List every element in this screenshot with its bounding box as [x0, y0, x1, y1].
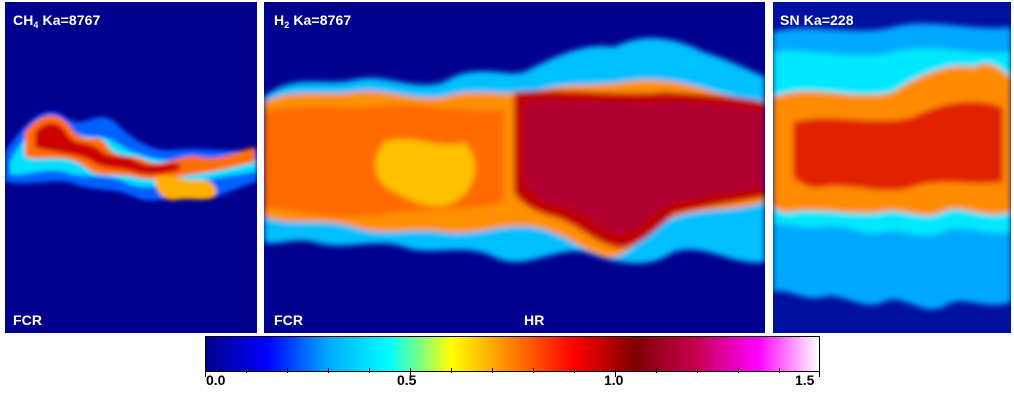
colorbar-tick	[410, 368, 411, 377]
colorbar-tick	[287, 368, 288, 373]
ch4-field-image	[5, 2, 257, 333]
panel-ch4: CH4 Ka=8767 FCR	[5, 2, 257, 333]
colorbar-tick-label-0: 0.0	[206, 372, 226, 388]
colorbar-tick	[779, 368, 780, 373]
colorbar-tick	[328, 368, 329, 373]
colorbar	[205, 336, 820, 372]
colorbar-tick-label-1: 0.5	[397, 372, 417, 388]
h2-field-image	[264, 2, 765, 333]
colorbar-tick	[819, 368, 820, 377]
colorbar-tick	[697, 368, 698, 373]
colorbar-tick	[205, 368, 206, 377]
colorbar-tick	[656, 368, 657, 373]
colorbar-tick	[738, 368, 739, 373]
panel-sn: SN Ka=228	[773, 2, 1011, 333]
colorbar-tick-label-3: 1.5	[795, 372, 815, 388]
ch4-title: CH4 Ka=8767	[13, 12, 101, 30]
h2-corner-label-right: HR	[524, 312, 545, 328]
sn-field-image	[773, 2, 1011, 333]
sn-title: SN Ka=228	[780, 12, 854, 28]
colorbar-tick	[369, 368, 370, 373]
colorbar-tick	[533, 368, 534, 373]
colorbar-ticks	[205, 368, 820, 378]
colorbar-tick-label-2: 1.0	[604, 372, 624, 388]
h2-corner-label-left: FCR	[274, 312, 304, 328]
panel-h2: H2 Ka=8767 FCR HR	[264, 2, 765, 333]
colorbar-tick	[246, 368, 247, 373]
colorbar-tick	[615, 368, 616, 377]
colorbar-tick	[492, 368, 493, 373]
colorbar-tick	[451, 368, 452, 373]
colorbar-tick	[574, 368, 575, 373]
h2-title: H2 Ka=8767	[274, 12, 352, 30]
ch4-corner-label: FCR	[13, 312, 43, 328]
